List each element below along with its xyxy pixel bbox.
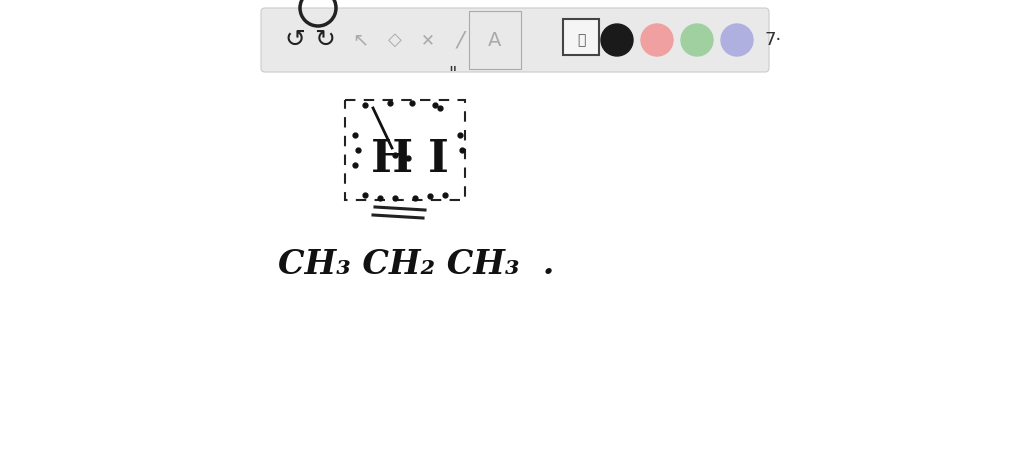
Text: 🏔: 🏔 — [577, 33, 585, 47]
Circle shape — [721, 24, 753, 56]
Text: ↖: ↖ — [352, 31, 369, 49]
Text: 7·: 7· — [764, 31, 781, 49]
Text: A: A — [488, 31, 502, 49]
Text: ↻: ↻ — [314, 28, 336, 52]
Text: ": " — [447, 65, 456, 83]
Text: I: I — [428, 139, 449, 181]
Circle shape — [681, 24, 713, 56]
Text: H: H — [371, 139, 413, 181]
Text: ✕: ✕ — [421, 31, 435, 49]
Text: ↺: ↺ — [285, 28, 305, 52]
Circle shape — [601, 24, 633, 56]
FancyBboxPatch shape — [261, 8, 769, 72]
FancyBboxPatch shape — [563, 19, 599, 55]
Text: /: / — [457, 30, 464, 50]
Text: ◇: ◇ — [388, 31, 402, 49]
Text: CH₃ CH₂ CH₃  .: CH₃ CH₂ CH₃ . — [278, 249, 554, 282]
Circle shape — [641, 24, 673, 56]
Bar — [345, 100, 465, 200]
